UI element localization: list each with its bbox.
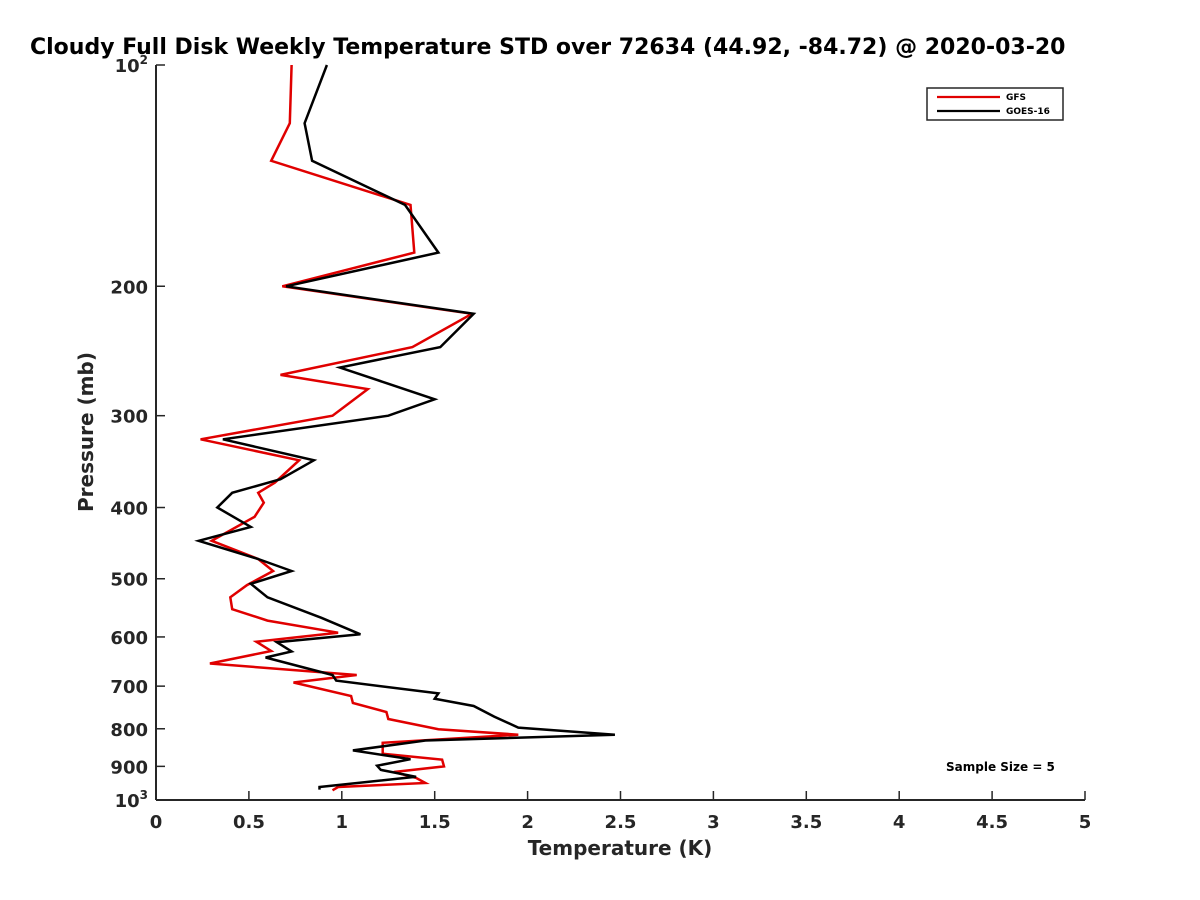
y-tick-label: 200 (110, 277, 148, 298)
x-tick-label: 0 (150, 812, 163, 833)
x-axis-label: Temperature (K) (528, 836, 713, 860)
legend: GFS GOES-16 (926, 87, 1064, 121)
y-tick-label: 500 (110, 570, 148, 591)
series-line-gfs (200, 64, 519, 792)
y-tick-label: 103 (115, 788, 148, 812)
x-tick-label: 1.5 (419, 812, 451, 833)
legend-label-gfs: GFS (1006, 93, 1026, 103)
y-tick-label: 700 (110, 677, 148, 698)
y-axis-label: Pressure (mb) (74, 352, 98, 512)
x-tick-label: 4.5 (976, 812, 1008, 833)
series-line-goes-16 (194, 64, 615, 790)
y-tick-label: 300 (110, 407, 148, 428)
x-tick-label: 3 (707, 812, 720, 833)
y-tick-label: 900 (110, 757, 148, 778)
series-lines (194, 64, 615, 792)
x-tick-label: 3.5 (790, 812, 822, 833)
y-ticks: 102 200 300 400 500 600 700 800 900 103 (110, 53, 165, 812)
x-tick-label: 0.5 (233, 812, 265, 833)
y-tick-label: 102 (115, 53, 148, 77)
x-tick-label: 5 (1079, 812, 1092, 833)
plot-area (156, 65, 1085, 800)
legend-box (926, 87, 1064, 121)
x-ticks: 0 0.5 1 1.5 2 2.5 3 3.5 4 4.5 5 (150, 791, 1092, 833)
x-tick-label: 2 (521, 812, 534, 833)
y-tick-label: 800 (110, 720, 148, 741)
x-tick-label: 2.5 (605, 812, 637, 833)
y-tick-label: 400 (110, 499, 148, 520)
y-tick-label: 600 (110, 628, 148, 649)
legend-label-goes-16: GOES-16 (1006, 107, 1050, 117)
x-tick-label: 4 (893, 812, 906, 833)
x-tick-label: 1 (336, 812, 349, 833)
sample-size-annotation: Sample Size = 5 (946, 760, 1055, 774)
chart-title: Cloudy Full Disk Weekly Temperature STD … (30, 35, 1065, 60)
